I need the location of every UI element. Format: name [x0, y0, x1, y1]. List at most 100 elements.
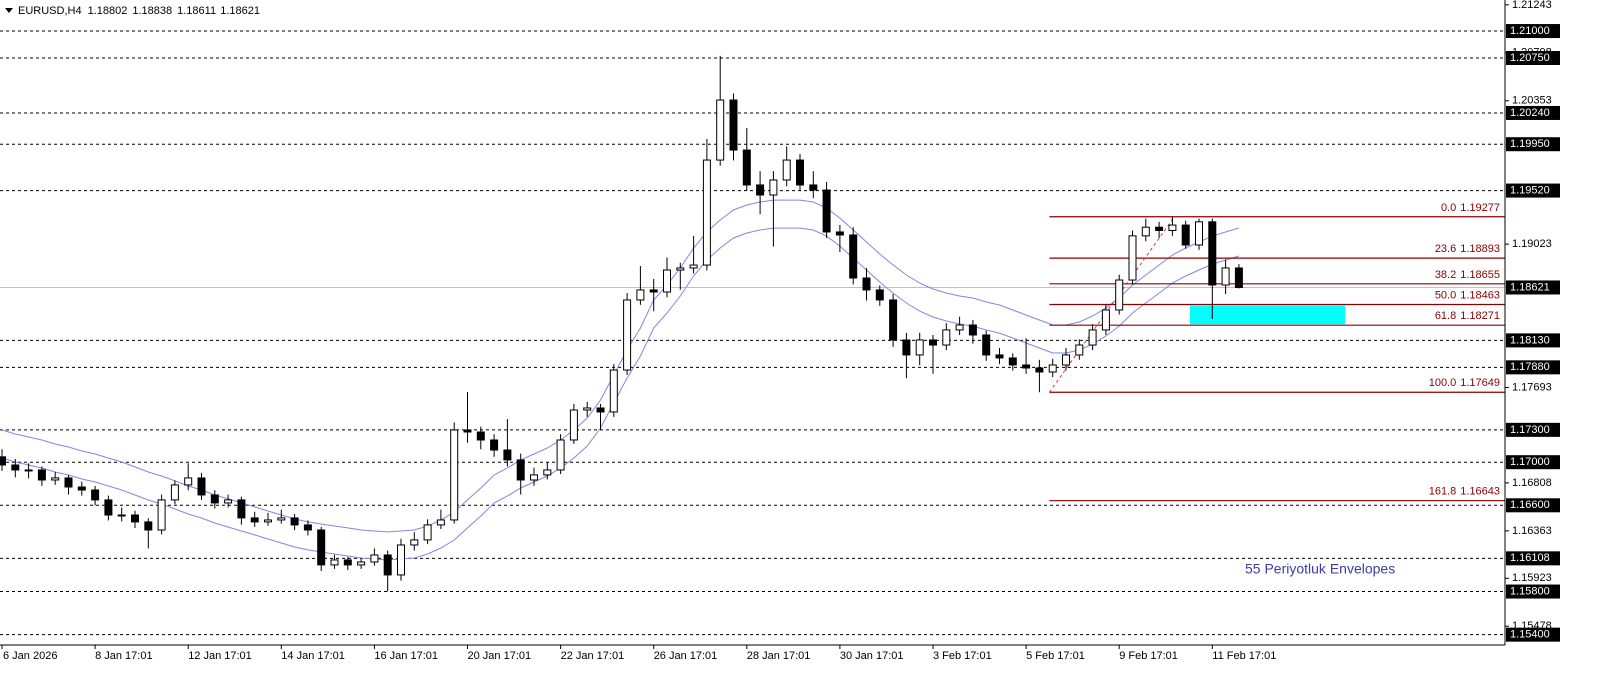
candle-body: [1128, 235, 1137, 281]
level-label-box: [1506, 24, 1560, 39]
candle-body: [1088, 329, 1097, 346]
candle-body: [623, 299, 632, 371]
candle-body: [782, 159, 791, 181]
fib-label: 23.6 1.18893: [1435, 243, 1500, 255]
candle-body: [1195, 221, 1203, 246]
x-tick-label: 11 Feb 17:01: [1212, 650, 1276, 662]
fib-label: 100.0 1.17649: [1429, 377, 1500, 389]
fib-label: 0.0 1.19277: [1441, 202, 1500, 214]
fib-zone: [1190, 305, 1345, 325]
candle-body: [237, 499, 246, 519]
symbol: EURUSD,H4: [18, 5, 82, 17]
candle-body: [1155, 226, 1164, 231]
candle-body: [1181, 224, 1190, 246]
open: 1.18802: [88, 5, 128, 17]
level-label-box: [1506, 360, 1560, 375]
x-tick-label: 6 Jan 2026: [3, 650, 57, 662]
x-tick-label: 8 Jan 17:01: [95, 650, 153, 662]
level-label-box: [1506, 333, 1560, 348]
level-label-box: [1506, 455, 1560, 470]
candle-body: [64, 477, 73, 488]
level-label: 1.15800: [1510, 585, 1550, 597]
candle-body: [1035, 367, 1044, 373]
fib-price: 1.18655: [1460, 269, 1500, 281]
candle-body: [503, 449, 512, 461]
fib-ratio: 100.0: [1429, 377, 1457, 389]
candle-body: [769, 179, 778, 196]
fib-label: 161.8 1.16643: [1429, 486, 1500, 498]
candle-body: [862, 277, 871, 291]
level-label-box: [1506, 422, 1560, 437]
candle-body: [995, 354, 1004, 359]
candle-body: [250, 517, 259, 523]
candle-body: [170, 484, 179, 501]
fib-label: 38.2 1.18655: [1435, 269, 1500, 281]
candle-body: [224, 499, 233, 504]
fib-price: 1.17649: [1460, 377, 1500, 389]
candle-body: [51, 477, 60, 481]
fib-price: 1.16643: [1460, 486, 1500, 498]
candle-body: [210, 494, 219, 504]
fib-ratio: 61.8: [1435, 310, 1456, 322]
candle-body: [796, 159, 804, 186]
x-tick-label: 30 Jan 17:01: [840, 650, 904, 662]
candle-body: [822, 189, 831, 233]
candle-body: [1234, 267, 1243, 288]
fib-price: 1.18463: [1460, 289, 1500, 301]
y-tick-label: 1.21243: [1512, 0, 1552, 11]
candle-body: [264, 519, 272, 523]
candle-body: [1062, 354, 1070, 366]
x-tick-label: 3 Feb 17:01: [933, 650, 992, 662]
x-tick-label: 26 Jan 17:01: [654, 650, 718, 662]
x-tick-label: 20 Jan 17:01: [468, 650, 532, 662]
low: 1.18611: [177, 5, 216, 17]
candle-body: [1075, 344, 1084, 356]
candle-body: [37, 469, 46, 481]
candle-body: [277, 517, 286, 521]
candle-body: [569, 409, 578, 441]
candle-body: [77, 486, 86, 491]
candle-body: [423, 524, 432, 541]
fib-ratio: 161.8: [1429, 486, 1457, 498]
candle-body: [1022, 364, 1031, 369]
candle-body: [184, 477, 193, 486]
candle-body: [583, 407, 592, 411]
candle-body: [157, 499, 166, 531]
level-label: 1.16108: [1510, 552, 1550, 564]
candle-body: [383, 554, 392, 576]
menu-arrow[interactable]: [5, 8, 13, 13]
level-label-box: [1506, 137, 1560, 152]
x-tick-label: 16 Jan 17:01: [374, 650, 438, 662]
x-tick-label: 12 Jan 17:01: [188, 650, 252, 662]
level-label-box: [1506, 551, 1560, 566]
level-label-box: [1506, 183, 1560, 198]
candle-body: [889, 299, 898, 341]
candle-body: [742, 149, 751, 186]
y-tick-label: 1.15923: [1512, 572, 1552, 584]
candle-body: [716, 99, 725, 161]
candle-body: [370, 554, 379, 563]
candle-body: [1208, 221, 1217, 286]
candle-body: [636, 289, 645, 301]
candle-body: [835, 231, 844, 236]
candle-body: [343, 559, 352, 566]
candle-body: [476, 431, 485, 441]
candle-body: [144, 521, 153, 531]
candle-body: [490, 439, 499, 451]
candle-body: [929, 339, 937, 346]
candle-body: [1141, 226, 1150, 237]
candle-body: [117, 514, 126, 517]
candle-body: [1008, 357, 1017, 366]
candle-body: [689, 264, 698, 269]
candle-body: [290, 517, 299, 526]
x-tick-label: 14 Jan 17:01: [281, 650, 345, 662]
candle-body: [849, 234, 858, 279]
candle-body: [663, 269, 671, 293]
candle-body: [436, 519, 445, 526]
candle-body: [330, 559, 339, 566]
candle-body: [596, 407, 605, 413]
fib-ratio: 0.0: [1441, 202, 1456, 214]
candle-body: [756, 184, 765, 196]
